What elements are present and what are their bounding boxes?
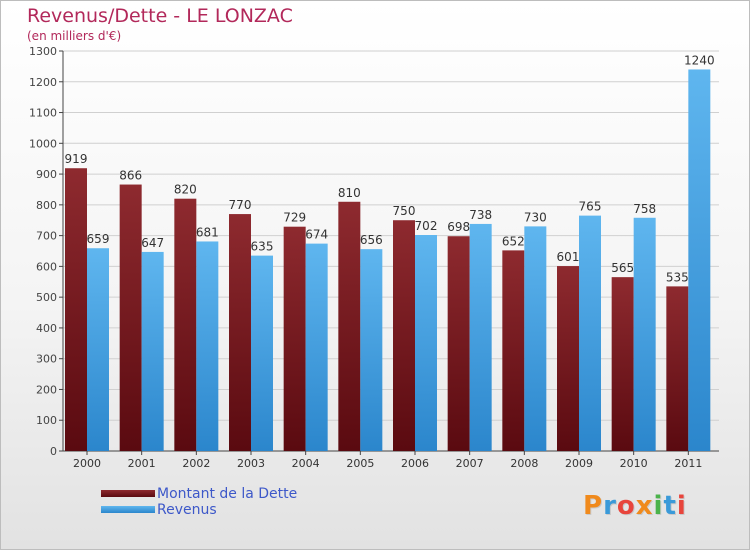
bar-dette (557, 266, 579, 451)
bar-revenus (633, 217, 656, 451)
logo-letter: t (663, 491, 677, 521)
bar-revenus (415, 235, 437, 451)
y-tick-label: 1300 (29, 45, 57, 58)
logo-letter: i (653, 491, 664, 521)
x-tick-label: 2005 (346, 457, 374, 470)
data-label-revenus: 758 (633, 202, 656, 216)
bar-dette (119, 184, 142, 452)
data-label-dette: 535 (666, 270, 689, 284)
y-tick-label: 900 (36, 168, 57, 181)
bar-revenus (469, 223, 492, 451)
chart-subtitle: (en milliers d'€) (27, 29, 122, 43)
x-tick-label: 2009 (565, 457, 593, 470)
data-label-revenus: 681 (196, 225, 219, 239)
proxiti-logo: Proxiti (583, 491, 687, 521)
data-label-revenus: 635 (251, 240, 274, 254)
y-tick-label: 500 (36, 291, 57, 304)
axes (59, 50, 719, 455)
bar-revenus (305, 243, 328, 451)
bar-revenus (688, 69, 711, 451)
bar-dette (502, 250, 525, 451)
x-tick-label: 2010 (620, 457, 648, 470)
logo-letter: x (635, 491, 654, 521)
data-label-dette: 698 (447, 220, 470, 234)
y-tick-label: 100 (36, 414, 57, 427)
data-label-revenus: 659 (87, 232, 110, 246)
grid-lines (63, 50, 719, 452)
bar-dette (393, 220, 415, 451)
bar-dette (283, 226, 306, 451)
data-label-dette: 565 (611, 261, 634, 275)
x-tick-label: 2006 (401, 457, 429, 470)
bar-dette (229, 214, 251, 451)
bar-revenus (87, 248, 109, 451)
data-label-dette: 919 (65, 152, 88, 166)
y-tick-label: 1000 (29, 137, 57, 150)
data-label-dette: 820 (174, 183, 197, 197)
data-label-dette: 810 (338, 186, 361, 200)
bar-revenus (579, 215, 601, 451)
logo-letter: i (676, 491, 687, 521)
y-tick-label: 400 (36, 322, 57, 335)
legend-label-dette: Montant de la Dette (157, 486, 298, 502)
data-label-revenus: 765 (579, 200, 602, 214)
data-label-revenus: 647 (141, 236, 164, 250)
data-label-revenus: 1240 (684, 53, 715, 67)
bar-revenus (524, 226, 547, 451)
y-tick-label: 700 (36, 230, 57, 243)
data-label-revenus: 730 (524, 210, 547, 224)
bar-revenus (251, 255, 273, 451)
data-label-dette: 750 (393, 204, 416, 218)
x-tick-label: 2003 (237, 457, 265, 470)
data-label-dette: 601 (557, 250, 580, 264)
legend-swatch-revenus (101, 506, 155, 513)
data-label-dette: 729 (283, 211, 306, 225)
y-tick-label: 1200 (29, 76, 57, 89)
data-label-revenus: 702 (415, 219, 438, 233)
logo-letter: o (616, 491, 636, 521)
y-tick-label: 300 (36, 353, 57, 366)
labels: 0 100 200 300 400 500 600 700 800 900 1000 1100 1200… (29, 45, 715, 470)
legend-swatch-dette (101, 490, 155, 497)
data-label-revenus: 738 (469, 208, 492, 222)
bar-dette (174, 198, 197, 451)
x-tick-label: 2002 (182, 457, 210, 470)
data-label-dette: 770 (229, 198, 252, 212)
bar-dette (611, 277, 634, 451)
x-tick-label: 2001 (128, 457, 156, 470)
bar-dette (65, 168, 87, 451)
y-tick-label: 1100 (29, 107, 57, 120)
bar-revenus (196, 241, 219, 451)
x-tick-label: 2011 (674, 457, 702, 470)
x-tick-label: 2008 (510, 457, 538, 470)
logo-letter: r (603, 491, 617, 521)
bar-dette (666, 286, 689, 451)
data-label-revenus: 674 (305, 228, 328, 242)
data-label-revenus: 656 (360, 233, 383, 247)
x-tick-label: 2004 (292, 457, 320, 470)
y-tick-label: 600 (36, 260, 57, 273)
x-tick-label: 2007 (456, 457, 484, 470)
bar-dette (338, 201, 361, 451)
bar-revenus (360, 249, 383, 451)
y-tick-label: 0 (50, 445, 57, 458)
chart-title: Revenus/Dette - LE LONZAC (27, 5, 293, 27)
bars (65, 69, 711, 452)
y-tick-label: 200 (36, 383, 57, 396)
bar-dette (447, 236, 470, 451)
bar-revenus (141, 251, 164, 451)
data-label-dette: 652 (502, 234, 525, 248)
y-tick-label: 800 (36, 199, 57, 212)
legend-label-revenus: Revenus (157, 502, 217, 518)
data-label-dette: 866 (119, 169, 142, 183)
x-tick-label: 2000 (73, 457, 101, 470)
logo-letter: P (583, 491, 604, 521)
